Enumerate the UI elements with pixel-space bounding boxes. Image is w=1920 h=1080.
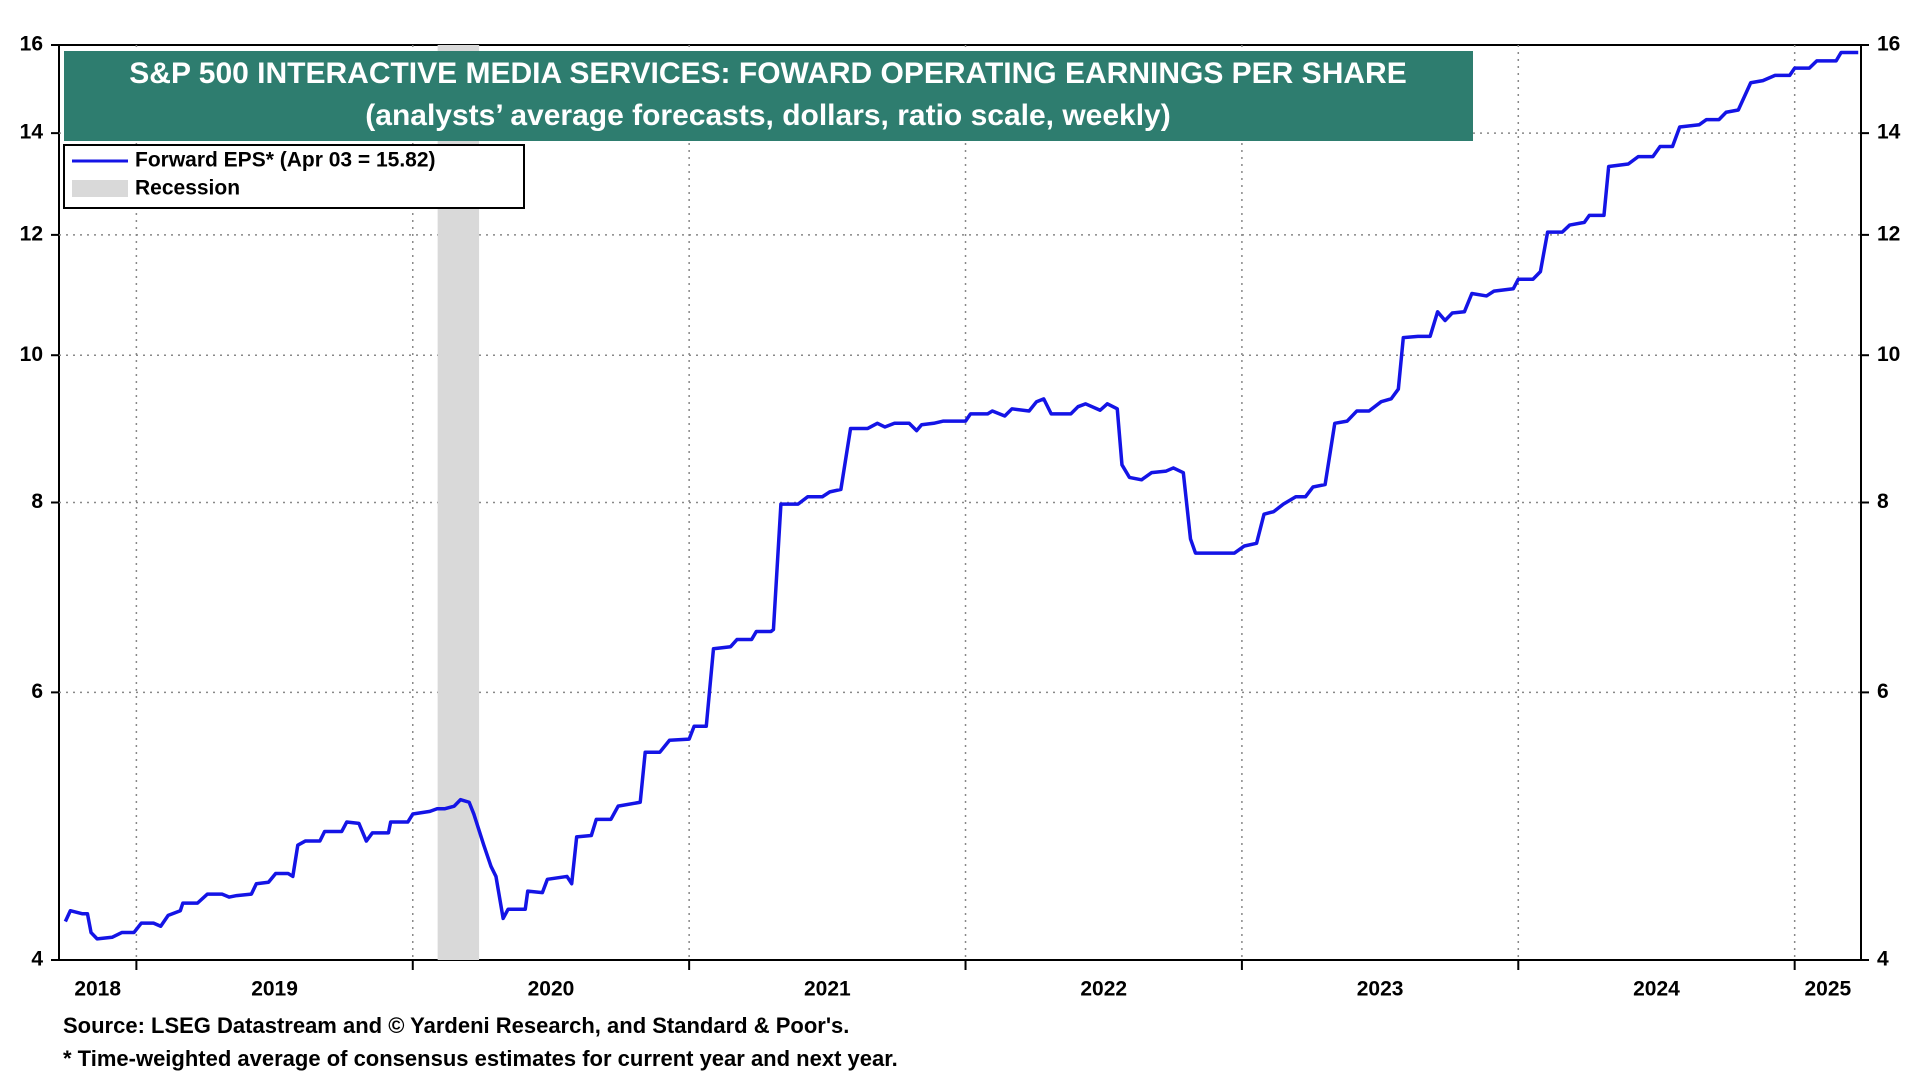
legend-label: Recession	[135, 177, 240, 200]
legend-swatch	[72, 180, 128, 197]
data-line	[63, 50, 1859, 941]
y2-tick-label: 14	[1877, 121, 1901, 144]
x-tick-label: 2022	[1080, 978, 1127, 1001]
x-tick-label: 2020	[528, 978, 575, 1001]
line-layer	[63, 50, 1859, 941]
y-tick-label: 12	[20, 222, 43, 245]
y2-tick-label: 4	[1877, 948, 1889, 971]
x-tick-label: 2019	[251, 978, 298, 1001]
y2-tick-label: 16	[1877, 33, 1900, 56]
source-note: Source: LSEG Datastream and © Yardeni Re…	[63, 1013, 849, 1038]
y-tick-label: 8	[31, 490, 43, 513]
chart-title: S&P 500 INTERACTIVE MEDIA SERVICES: FOWA…	[129, 57, 1406, 90]
x-tick-label: 2025	[1804, 978, 1851, 1001]
x-tick-label: 2021	[804, 978, 851, 1001]
y-tick-label: 16	[20, 33, 43, 56]
y-tick-label: 10	[20, 343, 43, 366]
y2-tick-label: 12	[1877, 222, 1900, 245]
x-tick-label: 2018	[74, 978, 121, 1001]
y2-tick-label: 6	[1877, 680, 1889, 703]
footnote: * Time-weighted average of consensus est…	[63, 1046, 898, 1071]
y-tick-label: 4	[31, 948, 43, 971]
x-tick-label: 2024	[1633, 978, 1680, 1001]
chart-subtitle: (analysts’ average forecasts, dollars, r…	[365, 99, 1170, 132]
legend-box	[63, 144, 525, 209]
title-box	[64, 51, 1473, 141]
y-tick-label: 14	[20, 121, 44, 144]
legend-label: Forward EPS* (Apr 03 = 15.82)	[135, 149, 436, 172]
y2-tick-label: 8	[1877, 490, 1889, 513]
y2-tick-label: 10	[1877, 343, 1900, 366]
x-tick-label: 2023	[1357, 978, 1404, 1001]
y-tick-label: 6	[31, 680, 43, 703]
